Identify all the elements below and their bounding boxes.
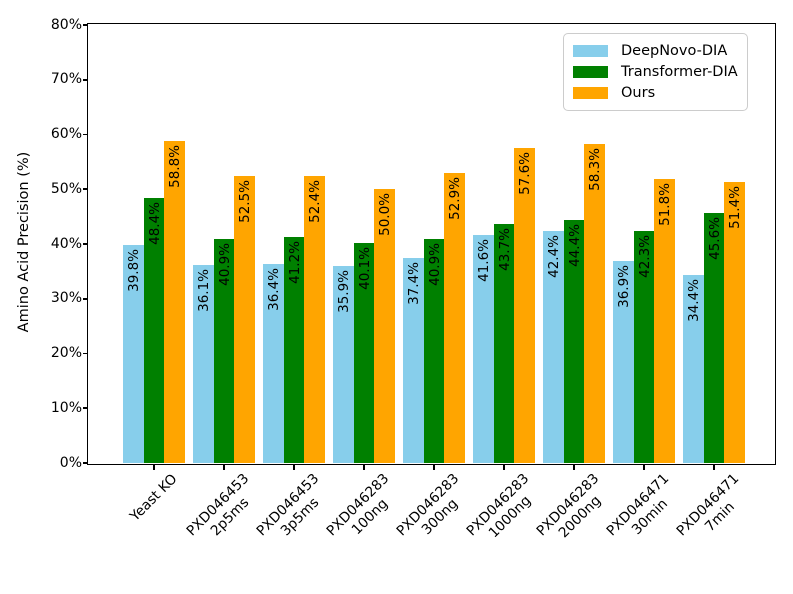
bar (164, 141, 186, 463)
bar (143, 198, 165, 463)
bar (493, 223, 515, 463)
legend-item: Ours (573, 84, 738, 103)
legend-label: DeepNovo-DIA (621, 42, 728, 59)
y-tick (83, 78, 88, 81)
x-tick-label: PXD046471 30min (603, 470, 673, 540)
bar (724, 181, 746, 463)
y-tick-label: 10% (50, 399, 82, 416)
y-tick (83, 188, 88, 191)
bar (654, 179, 676, 463)
x-tick (363, 465, 365, 470)
legend-swatch (573, 86, 608, 99)
y-tick (83, 24, 88, 26)
y-tick-label: 70% (50, 71, 82, 88)
bar (444, 173, 466, 463)
bar (332, 266, 354, 463)
legend-swatch (573, 65, 608, 78)
plot-frame (87, 23, 776, 465)
x-tick-label: PXD046283 300ng (393, 470, 463, 540)
y-tick (83, 352, 88, 355)
y-tick (83, 243, 88, 245)
y-tick-label: 40% (50, 235, 82, 252)
legend: DeepNovo-DIA Transformer-DIA Ours (563, 33, 748, 111)
bar (633, 231, 655, 463)
x-tick (713, 465, 715, 470)
y-tick (83, 462, 88, 464)
y-tick-label: 30% (50, 290, 82, 307)
y-tick (83, 133, 88, 136)
x-tick-label: Yeast KO (127, 471, 181, 525)
bar (584, 143, 606, 463)
x-tick (293, 465, 295, 470)
y-tick (83, 407, 88, 410)
bar (353, 243, 375, 463)
x-tick (153, 465, 155, 470)
bar (122, 245, 144, 463)
bar (374, 189, 396, 463)
bar (402, 258, 424, 463)
bar (304, 176, 326, 463)
x-tick-label: PXD046283 2000ng (533, 470, 604, 542)
x-tick (433, 465, 435, 470)
x-tick (643, 465, 645, 470)
bar (213, 239, 235, 463)
bar (234, 175, 256, 463)
x-tick-label: PXD046283 100ng (323, 470, 393, 540)
bar (423, 239, 445, 463)
y-axis-label: Amino Acid Precision (%) (16, 151, 32, 333)
legend-swatch (573, 44, 608, 57)
x-tick-label: PXD046283 1000ng (463, 470, 534, 542)
bar (703, 213, 725, 463)
x-tick-label: PXD046453 2p5ms (183, 470, 253, 540)
legend-label: Ours (621, 84, 656, 101)
x-tick-label: PXD046453 3p5ms (253, 470, 323, 540)
x-tick (503, 465, 505, 470)
y-tick-label: 60% (50, 126, 82, 142)
legend-item: DeepNovo-DIA (573, 42, 738, 61)
x-tick-label: PXD046471 7min (673, 470, 743, 540)
bar (192, 265, 214, 463)
x-tick (223, 465, 225, 470)
bar (262, 263, 284, 463)
bar (542, 230, 564, 463)
y-tick (83, 297, 88, 300)
bar (612, 260, 634, 463)
bar (472, 235, 494, 463)
bar (563, 219, 585, 463)
bar (514, 147, 536, 463)
y-tick-label: 20% (50, 345, 82, 361)
y-tick-label: 0% (59, 454, 82, 471)
bar (283, 237, 305, 463)
y-tick-label: 50% (50, 180, 82, 197)
x-tick (573, 465, 575, 470)
y-tick-label: 80% (50, 16, 82, 33)
legend-label: Transformer-DIA (621, 63, 738, 80)
legend-item: Transformer-DIA (573, 63, 738, 82)
bar (682, 274, 704, 463)
